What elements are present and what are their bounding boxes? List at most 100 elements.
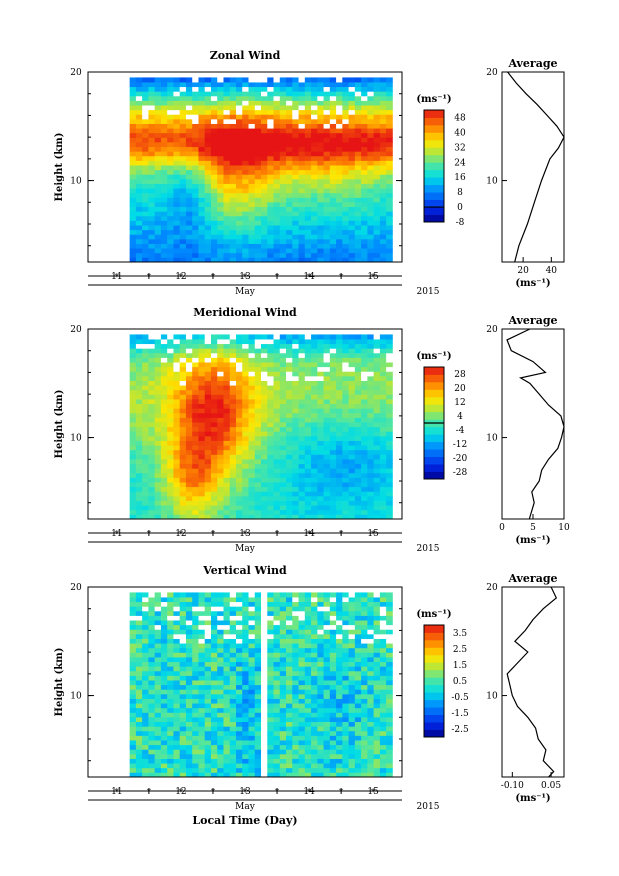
colorbar-tick-label: 2.5: [453, 645, 468, 655]
colorbar-tick-label: 1.5: [453, 661, 468, 671]
noon-marker: *: [243, 788, 248, 798]
y-tick-label: 20: [70, 583, 82, 593]
average-y-tick-label: 10: [486, 692, 498, 702]
colorbar-segment: [424, 404, 444, 413]
average-x-tick-label: 0.05: [541, 781, 561, 791]
y-axis-label: Height (km): [54, 133, 65, 202]
average-x-tick-label: 10: [558, 523, 570, 533]
colorbar-segment: [424, 699, 444, 708]
colorbar-tick-label: -0.5: [451, 693, 469, 703]
average-title: Average: [507, 314, 557, 327]
x-tick-label: 12: [175, 272, 186, 282]
noon-marker: *: [307, 530, 312, 540]
month-label: May: [235, 544, 256, 554]
year-label: 2015: [417, 287, 440, 297]
x-axis-label: Local Time (Day): [192, 814, 297, 827]
colorbar-tick-label: 40: [454, 128, 466, 138]
plot-frame: [87, 328, 403, 520]
month-label: May: [235, 802, 256, 812]
colorbar-segment: [424, 411, 444, 420]
noon-marker: *: [243, 273, 248, 283]
x-tick-label: 11: [111, 529, 122, 539]
panel-title: Vertical Wind: [202, 564, 287, 577]
noon-marker: *: [275, 530, 280, 540]
colorbar-segment: [424, 722, 444, 730]
colorbar-segment: [424, 117, 444, 126]
colorbar-unit: (ms⁻¹): [416, 94, 451, 105]
y-tick-label: 20: [70, 68, 82, 78]
colorbar-segment: [424, 162, 444, 171]
average-title: Average: [507, 57, 557, 70]
noon-marker: *: [275, 273, 280, 283]
panel-title: Zonal Wind: [210, 49, 281, 62]
colorbar-segment: [424, 177, 444, 186]
month-label: May: [235, 287, 256, 297]
colorbar-segment: [424, 192, 444, 200]
x-tick-label: 14: [303, 787, 315, 797]
noon-marker: *: [371, 273, 376, 283]
year-label: 2015: [417, 802, 440, 812]
colorbar-frame: [423, 624, 445, 738]
colorbar-segment: [424, 110, 444, 118]
colorbar-tick-label: 4: [457, 412, 463, 422]
average-x-label: (ms⁻¹): [515, 535, 550, 546]
average-profile-line: [506, 328, 565, 520]
y-axis-label: Height (km): [54, 390, 65, 459]
colorbar-segment: [424, 677, 444, 686]
panel-title: Meridional Wind: [193, 306, 297, 319]
colorbar-segment: [424, 707, 444, 715]
average-x-label: (ms⁻¹): [515, 278, 550, 289]
colorbar-tick-label: 0: [457, 203, 463, 213]
colorbar-segment: [424, 396, 444, 405]
colorbar-tick-label: 48: [454, 113, 466, 123]
noon-marker: *: [371, 788, 376, 798]
average-x-label: (ms⁻¹): [515, 793, 550, 804]
average-x-tick-label: 20: [517, 266, 529, 276]
colorbar-segment: [424, 132, 444, 141]
y-tick-label: 10: [70, 692, 82, 702]
x-tick-label: 12: [175, 787, 186, 797]
colorbar-segment: [424, 662, 444, 671]
noon-marker: *: [115, 530, 120, 540]
colorbar-segment: [424, 639, 444, 648]
heatmap-cells: [129, 592, 393, 777]
colorbar-segment: [424, 147, 444, 156]
colorbar-segment: [424, 124, 444, 133]
colorbar-segment: [424, 381, 444, 390]
colorbar-segment: [424, 434, 444, 443]
colorbar-tick-label: 28: [454, 370, 466, 380]
noon-marker: *: [179, 273, 184, 283]
average-profile-line: [506, 586, 558, 778]
average-y-tick-label: 20: [486, 583, 498, 593]
average-frame: [501, 71, 565, 263]
average-y-tick-label: 10: [486, 177, 498, 187]
colorbar-segment: [424, 139, 444, 148]
average-y-tick-label: 10: [486, 434, 498, 444]
noon-marker: *: [211, 530, 216, 540]
colorbar-segment: [424, 654, 444, 663]
noon-marker: *: [147, 530, 152, 540]
colorbar-segment: [424, 374, 444, 383]
average-y-tick-label: 20: [486, 325, 498, 335]
noon-marker: *: [147, 788, 152, 798]
noon-marker: *: [275, 788, 280, 798]
noon-marker: *: [339, 530, 344, 540]
average-x-tick-label: 40: [546, 266, 558, 276]
x-tick-label: 13: [239, 272, 251, 282]
colorbar-tick-label: -28: [453, 468, 468, 478]
colorbar-tick-label: -1.5: [451, 709, 469, 719]
y-tick-label: 10: [70, 177, 82, 187]
x-tick-label: 11: [111, 787, 122, 797]
colorbar-segment: [424, 471, 444, 480]
average-profile-line: [507, 71, 565, 263]
colorbar-segment: [424, 729, 444, 738]
plot-frame: [87, 71, 403, 263]
y-tick-label: 20: [70, 325, 82, 335]
colorbar-segment: [424, 426, 444, 435]
colorbar-tick-label: 32: [454, 143, 465, 153]
heatmap-cells: [129, 334, 393, 519]
